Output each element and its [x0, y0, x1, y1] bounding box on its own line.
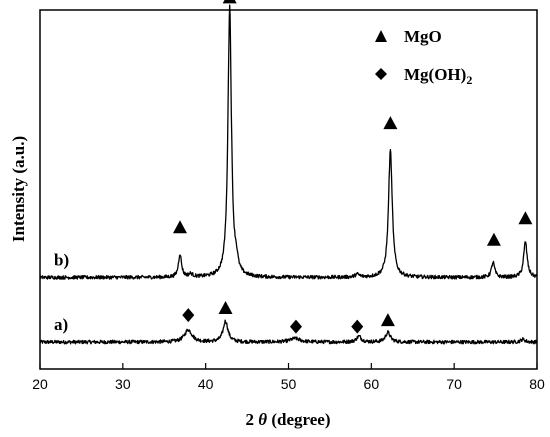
legend-label-mgoh2-sub: 2	[466, 73, 472, 87]
series-line-1	[39, 4, 538, 280]
marker-diamond-s0-3	[351, 319, 364, 334]
series-line-0	[39, 319, 538, 345]
x-tick-label-70: 70	[446, 376, 462, 392]
marker-triangle-s1-1	[222, 0, 237, 4]
marker-triangle-s0-1	[218, 300, 233, 314]
curve-labels: a) b)	[54, 250, 69, 334]
legend-label-mgoh2: Mg(OH)2	[404, 65, 472, 87]
x-axis-title-prefix: 2	[246, 410, 255, 429]
x-axis-title-suffix: (degree)	[271, 410, 330, 429]
legend-triangle-icon	[375, 30, 387, 42]
marker-triangle-s1-0	[172, 220, 187, 234]
x-tick-label-30: 30	[115, 376, 131, 392]
marker-triangle-s1-3	[486, 232, 501, 246]
legend-diamond-icon	[375, 68, 387, 80]
x-axis-ticks: 20 30 40 50 60 70 80	[32, 363, 545, 392]
curve-label-0: a)	[54, 315, 68, 334]
marker-diamond-s0-0	[182, 308, 195, 323]
legend-label-mgo: MgO	[404, 27, 442, 46]
x-axis-title-theta: θ	[258, 410, 267, 429]
x-tick-label-40: 40	[198, 376, 214, 392]
marker-diamond-s0-2	[289, 319, 302, 334]
plot-axes	[39, 9, 538, 370]
y-axis-title: Intensity (a.u.)	[9, 136, 28, 242]
x-tick-label-50: 50	[281, 376, 297, 392]
plot-frame	[39, 9, 538, 370]
marker-triangle-s1-2	[383, 116, 398, 130]
peak-markers	[172, 0, 533, 334]
x-tick-label-60: 60	[364, 376, 380, 392]
curve-label-1: b)	[54, 250, 69, 269]
x-axis-title: 2 θ (degree)	[246, 410, 331, 429]
marker-triangle-s0-4	[380, 313, 395, 327]
marker-triangle-s1-4	[518, 211, 533, 225]
x-tick-label-80: 80	[529, 376, 545, 392]
legend: MgO Mg(OH)2	[375, 27, 472, 87]
series-layer	[39, 4, 538, 345]
x-tick-label-20: 20	[32, 376, 48, 392]
legend-label-mgoh2-main: Mg(OH)	[404, 65, 466, 84]
